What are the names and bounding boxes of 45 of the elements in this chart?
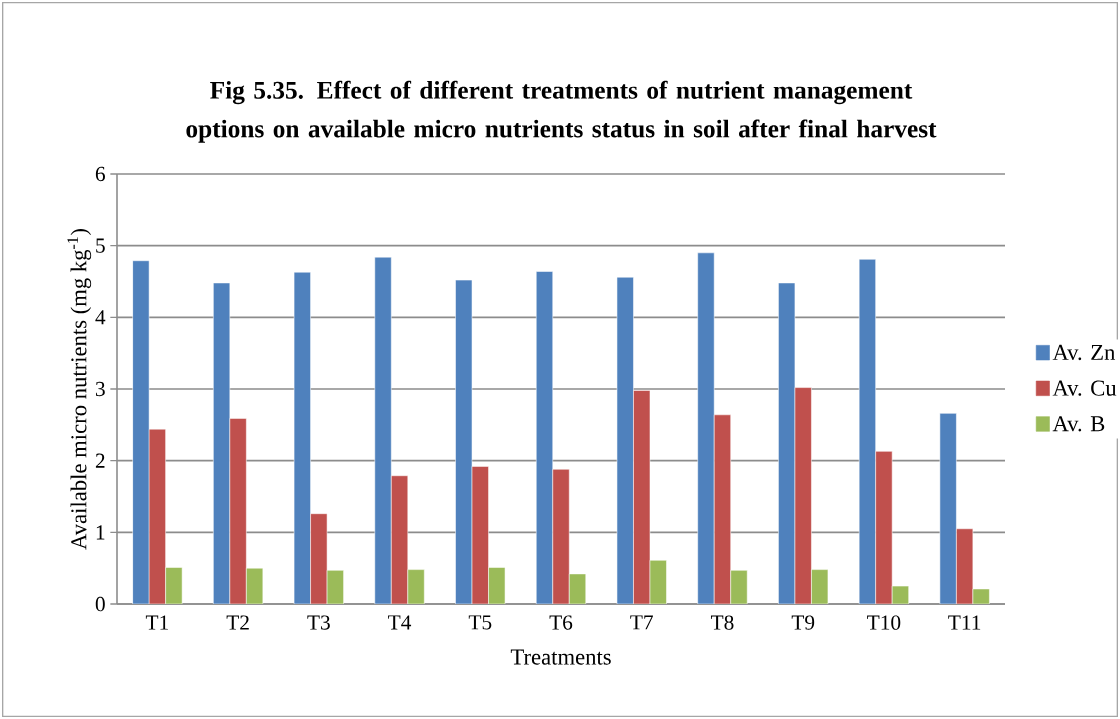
- bar: [858, 259, 876, 604]
- x-tick-label: T9: [791, 615, 815, 630]
- bar: [391, 475, 409, 604]
- x-tick-label: T3: [307, 615, 330, 630]
- x-tick-label: T11: [948, 615, 981, 630]
- x-tick-label: T10: [867, 615, 901, 630]
- y-tick-label: 3: [95, 381, 105, 397]
- chart-title: Fig 5.35. Effect of different treatments of nutrient management options on available micro nutrients status in soil after final harvest: [186, 80, 937, 143]
- bar: [875, 451, 893, 604]
- bar: [213, 282, 231, 604]
- bar: [229, 418, 247, 604]
- bar: [552, 469, 570, 604]
- bar: [939, 413, 957, 604]
- bar: [310, 513, 328, 604]
- legend-label: Av. Zn: [1052, 344, 1116, 361]
- x-tick-label: T4: [388, 615, 412, 630]
- x-tick-label: T1: [145, 615, 168, 630]
- x-tick-label: T8: [710, 615, 734, 630]
- bar: [697, 252, 715, 604]
- legend-label: Av. Cu: [1052, 380, 1117, 396]
- y-tick-label: 1: [96, 525, 105, 540]
- bar: [616, 276, 634, 604]
- bar: [148, 428, 166, 604]
- bar: [471, 466, 489, 604]
- bar: [535, 271, 554, 604]
- y-axis-title: Available micro nutrients (mg kg$^{-1}$): [67, 229, 92, 550]
- y-tick-label: 0: [95, 596, 105, 612]
- x-tick-label: T5: [468, 615, 492, 630]
- legend-label: Av. B: [1052, 416, 1105, 432]
- bar: [374, 256, 392, 604]
- x-tick-label: T2: [226, 615, 249, 630]
- x-tick-label: T7: [630, 615, 653, 630]
- bar: [633, 390, 651, 604]
- bar: [293, 271, 311, 604]
- bar: [778, 282, 796, 604]
- bar: [713, 414, 731, 604]
- x-tick-label: T6: [549, 615, 573, 630]
- bar: [132, 260, 150, 604]
- y-tick-label: 4: [95, 310, 106, 325]
- bar: [794, 387, 812, 604]
- bar: [455, 279, 473, 604]
- x-axis-title: Treatments: [510, 649, 611, 665]
- y-tick-label: 5: [96, 238, 105, 253]
- y-tick-label: 6: [95, 166, 105, 182]
- y-tick-label: 2: [95, 453, 105, 468]
